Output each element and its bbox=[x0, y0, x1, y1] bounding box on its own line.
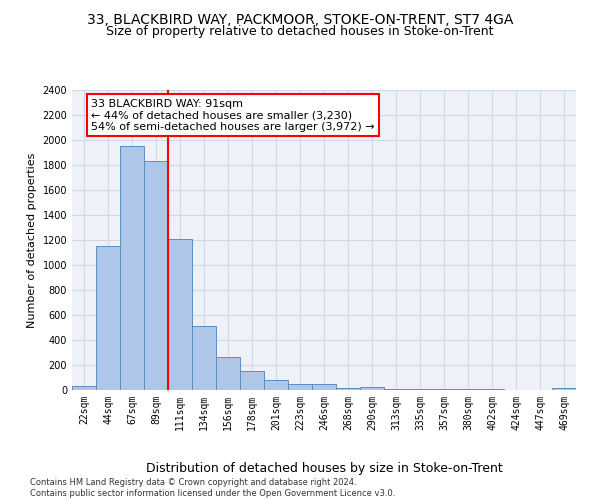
Bar bbox=[144, 161, 168, 390]
Y-axis label: Number of detached properties: Number of detached properties bbox=[27, 152, 37, 328]
Bar bbox=[312, 384, 336, 390]
Text: Distribution of detached houses by size in Stoke-on-Trent: Distribution of detached houses by size … bbox=[146, 462, 502, 475]
Bar bbox=[288, 384, 312, 390]
Bar bbox=[384, 389, 408, 390]
Bar bbox=[72, 386, 96, 390]
Bar bbox=[120, 146, 144, 390]
Bar bbox=[216, 357, 240, 390]
Bar bbox=[96, 246, 120, 390]
Text: 33, BLACKBIRD WAY, PACKMOOR, STOKE-ON-TRENT, ST7 4GA: 33, BLACKBIRD WAY, PACKMOOR, STOKE-ON-TR… bbox=[87, 12, 513, 26]
Bar bbox=[360, 387, 384, 390]
Bar bbox=[168, 239, 192, 390]
Bar bbox=[552, 388, 576, 390]
Bar bbox=[336, 388, 360, 390]
Bar bbox=[264, 380, 288, 390]
Bar bbox=[192, 326, 216, 390]
Text: Contains HM Land Registry data © Crown copyright and database right 2024.
Contai: Contains HM Land Registry data © Crown c… bbox=[30, 478, 395, 498]
Text: Size of property relative to detached houses in Stoke-on-Trent: Size of property relative to detached ho… bbox=[106, 25, 494, 38]
Bar bbox=[240, 370, 264, 390]
Text: 33 BLACKBIRD WAY: 91sqm
← 44% of detached houses are smaller (3,230)
54% of semi: 33 BLACKBIRD WAY: 91sqm ← 44% of detache… bbox=[91, 99, 375, 132]
